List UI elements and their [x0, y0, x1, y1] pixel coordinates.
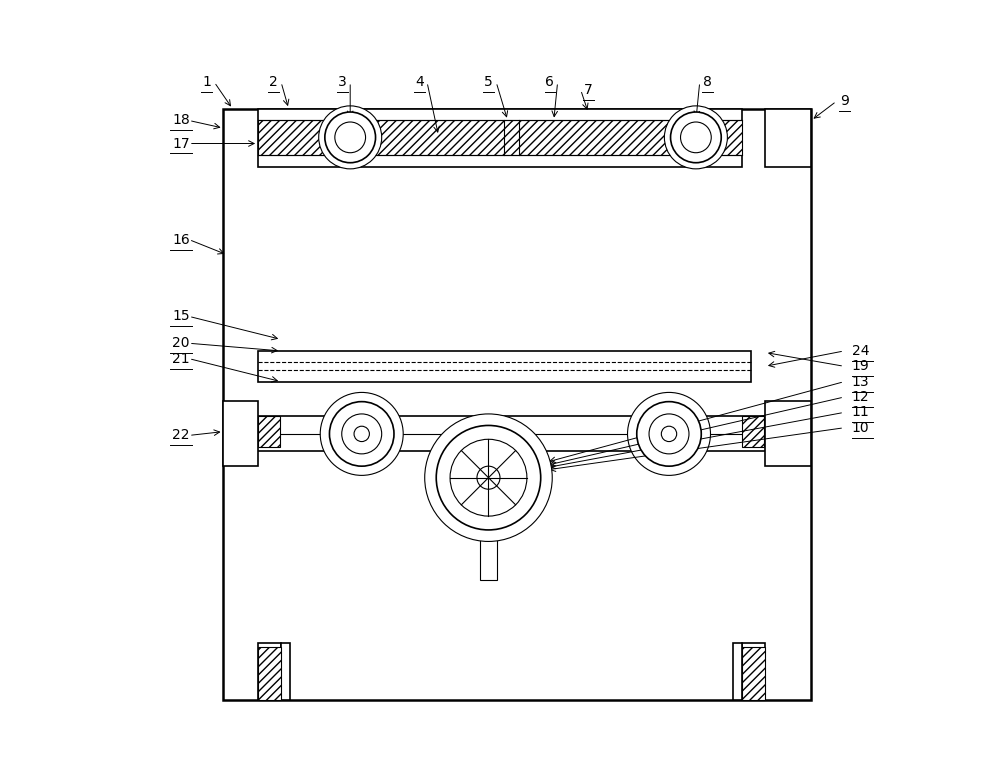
- Circle shape: [477, 466, 500, 490]
- Bar: [258, 351, 751, 382]
- Text: 20: 20: [172, 336, 190, 350]
- Text: 10: 10: [852, 421, 869, 435]
- Text: 17: 17: [172, 136, 190, 150]
- Bar: [223, 109, 811, 701]
- Bar: [742, 643, 765, 701]
- Circle shape: [319, 106, 382, 169]
- Circle shape: [436, 426, 541, 530]
- Text: 15: 15: [172, 309, 190, 323]
- Circle shape: [320, 392, 403, 476]
- Circle shape: [354, 426, 369, 442]
- Bar: [258, 647, 281, 701]
- Bar: [258, 109, 742, 167]
- Text: 19: 19: [852, 359, 870, 373]
- Circle shape: [329, 402, 394, 466]
- Bar: [742, 647, 765, 701]
- Bar: [733, 643, 742, 701]
- Circle shape: [649, 414, 689, 454]
- Bar: [258, 120, 742, 155]
- Circle shape: [661, 426, 677, 442]
- Text: 3: 3: [338, 75, 347, 89]
- Text: 9: 9: [840, 94, 849, 108]
- Text: 22: 22: [172, 429, 190, 443]
- Circle shape: [671, 112, 721, 163]
- Circle shape: [450, 439, 527, 516]
- Text: 18: 18: [172, 113, 190, 127]
- Text: 6: 6: [545, 75, 554, 89]
- Bar: [480, 530, 497, 580]
- Text: 16: 16: [172, 233, 190, 247]
- Text: 12: 12: [852, 390, 869, 404]
- Circle shape: [664, 106, 727, 169]
- Text: 21: 21: [172, 352, 190, 365]
- Text: 5: 5: [484, 75, 493, 89]
- Circle shape: [425, 414, 552, 541]
- Text: 2: 2: [269, 75, 278, 89]
- Text: 7: 7: [584, 82, 593, 96]
- Circle shape: [325, 112, 376, 163]
- Text: 4: 4: [415, 75, 424, 89]
- Text: 8: 8: [703, 75, 712, 89]
- Text: 14: 14: [491, 478, 509, 493]
- Circle shape: [335, 122, 366, 153]
- Text: 11: 11: [852, 406, 870, 419]
- Text: 13: 13: [852, 375, 869, 389]
- Circle shape: [681, 122, 711, 153]
- Circle shape: [628, 392, 710, 476]
- Bar: [258, 416, 280, 447]
- Circle shape: [637, 402, 701, 466]
- Bar: [223, 401, 258, 466]
- Bar: [765, 109, 811, 167]
- Bar: [281, 643, 290, 701]
- Text: 24: 24: [852, 344, 869, 358]
- Bar: [258, 643, 281, 701]
- Bar: [742, 416, 764, 447]
- Circle shape: [342, 414, 382, 454]
- Text: 1: 1: [202, 75, 211, 89]
- Bar: [765, 401, 811, 466]
